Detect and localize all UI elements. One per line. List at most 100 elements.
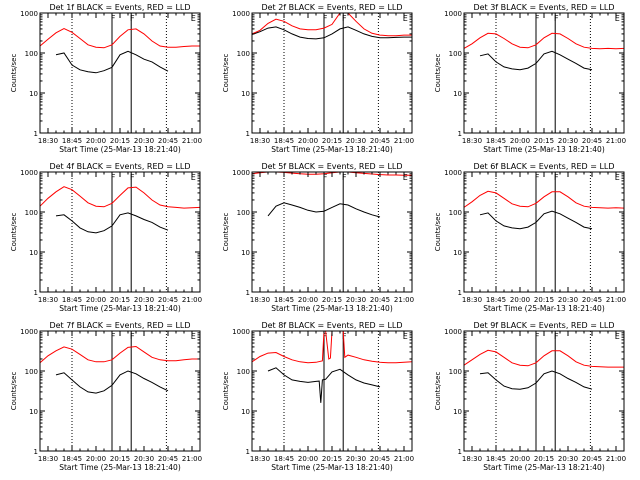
x-tick-label: 20:00 <box>510 137 530 145</box>
plot-frame <box>463 12 625 134</box>
y-tick-label: 100 <box>237 50 250 58</box>
marker-label-f: F <box>554 332 559 341</box>
x-tick-label: 21:00 <box>394 455 414 463</box>
series-black-events <box>479 370 593 390</box>
x-tick-label: 18:30 <box>462 137 482 145</box>
plot-frame <box>463 171 625 293</box>
x-tick-label: 20:00 <box>86 137 106 145</box>
series-black-events <box>267 367 381 403</box>
marker-label-f: F <box>535 14 540 23</box>
x-tick-label: 20:00 <box>510 455 530 463</box>
marker-label-f: F <box>111 173 116 182</box>
plot-frame <box>39 171 201 293</box>
y-tick-label: 10 <box>453 249 462 257</box>
x-tick-label: 20:15 <box>110 137 130 145</box>
x-tick-label: 20:45 <box>582 455 602 463</box>
x-tick-label: 18:30 <box>462 455 482 463</box>
y-axis-label: Counts/sec <box>222 213 230 252</box>
x-tick-label: 20:15 <box>322 296 342 304</box>
y-tick-label: 1000 <box>232 169 250 177</box>
x-tick-label: 21:00 <box>182 455 202 463</box>
marker-label-f: F <box>111 332 116 341</box>
y-tick-label: 1000 <box>444 169 462 177</box>
x-tick-label: 18:45 <box>486 455 506 463</box>
panel-det-3: Det 3f BLACK = Events, RED = LLD F F E 1 10 10… <box>434 3 626 154</box>
x-tick-label: 20:30 <box>346 296 366 304</box>
x-tick-label: 20:15 <box>110 455 130 463</box>
plot-frame <box>251 171 413 293</box>
x-axis-label: Start Time (25-Mar-13 18:21:40) <box>271 145 393 154</box>
panel-title: Det 4f BLACK = Events, RED = LLD <box>49 162 190 171</box>
y-axis-label: Counts/sec <box>222 54 230 93</box>
marker-label-f: F <box>554 14 559 23</box>
y-tick-label: 1000 <box>20 328 38 336</box>
x-tick-label: 20:00 <box>298 137 318 145</box>
x-tick-label: 18:30 <box>250 296 270 304</box>
marker-label-e: E <box>191 173 196 182</box>
x-tick-label: 18:30 <box>38 455 58 463</box>
series-black-events <box>479 50 593 71</box>
marker-label-f: F <box>323 332 328 341</box>
marker-label-f: F <box>535 173 540 182</box>
y-axis-label: Counts/sec <box>434 372 442 411</box>
series-red-lld <box>39 27 200 49</box>
y-tick-label: 100 <box>25 50 38 58</box>
x-tick-label: 21:00 <box>182 296 202 304</box>
x-tick-label: 18:45 <box>274 455 294 463</box>
y-tick-label: 10 <box>29 249 38 257</box>
y-tick-label: 1000 <box>20 169 38 177</box>
x-tick-label: 18:30 <box>38 296 58 304</box>
x-tick-label: 20:45 <box>158 137 178 145</box>
y-tick-label: 10 <box>241 249 250 257</box>
series-red-lld <box>39 345 200 364</box>
series-black-events <box>251 26 412 40</box>
x-tick-label: 20:45 <box>370 296 390 304</box>
x-tick-label: 20:30 <box>346 455 366 463</box>
panel-title: Det 9f BLACK = Events, RED = LLD <box>473 321 614 330</box>
y-tick-label: 1 <box>246 130 250 138</box>
panel-title: Det 7f BLACK = Events, RED = LLD <box>49 321 190 330</box>
marker-label-e: E <box>615 14 620 23</box>
y-tick-label: 1 <box>246 289 250 297</box>
panel-det-7: Det 7f BLACK = Events, RED = LLD F F E 1 10 10… <box>10 321 202 472</box>
x-tick-label: 20:15 <box>534 455 554 463</box>
x-tick-label: 18:45 <box>62 296 82 304</box>
y-tick-label: 1000 <box>232 328 250 336</box>
marker-label-f: F <box>342 332 347 341</box>
y-tick-label: 100 <box>25 368 38 376</box>
y-tick-label: 1 <box>246 448 250 456</box>
marker-label-e: E <box>191 332 196 341</box>
y-tick-label: 1 <box>458 448 462 456</box>
marker-label-f: F <box>323 14 328 23</box>
panel-det-5: Det 5f BLACK = Events, RED = LLD F F E 1 10 10… <box>222 162 414 313</box>
x-tick-label: 21:00 <box>394 296 414 304</box>
y-tick-label: 100 <box>237 209 250 217</box>
marker-label-f: F <box>554 173 559 182</box>
x-tick-label: 20:30 <box>134 455 154 463</box>
x-axis-label: Start Time (25-Mar-13 18:21:40) <box>483 304 605 313</box>
panel-title: Det 3f BLACK = Events, RED = LLD <box>473 3 614 12</box>
marker-label-f: F <box>342 14 347 23</box>
marker-label-f: F <box>342 173 347 182</box>
x-tick-label: 18:30 <box>38 137 58 145</box>
x-axis-label: Start Time (25-Mar-13 18:21:40) <box>271 463 393 472</box>
y-axis-label: Counts/sec <box>10 213 18 252</box>
y-tick-label: 10 <box>453 408 462 416</box>
panel-det-1: Det 1f BLACK = Events, RED = LLD F F E 1 10 10… <box>10 3 202 154</box>
panel-title: Det 1f BLACK = Events, RED = LLD <box>49 3 190 12</box>
x-tick-label: 20:30 <box>346 137 366 145</box>
y-tick-label: 10 <box>453 90 462 98</box>
y-axis-label: Counts/sec <box>10 372 18 411</box>
plot-frame <box>463 330 625 452</box>
panel-det-2: Det 2f BLACK = Events, RED = LLD F F E 1 10 10… <box>222 3 414 154</box>
plot-frame <box>39 12 201 134</box>
x-tick-label: 20:45 <box>158 296 178 304</box>
y-tick-label: 1000 <box>444 10 462 18</box>
y-axis-label: Counts/sec <box>434 54 442 93</box>
marker-label-f: F <box>130 173 135 182</box>
y-tick-label: 100 <box>449 368 462 376</box>
panel-det-8: Det 8f BLACK = Events, RED = LLD F F E 1 10 10… <box>222 321 414 472</box>
panel-det-6: Det 6f BLACK = Events, RED = LLD F F E 1 10 10… <box>434 162 626 313</box>
marker-label-e: E <box>403 173 408 182</box>
x-axis-label: Start Time (25-Mar-13 18:21:40) <box>483 463 605 472</box>
